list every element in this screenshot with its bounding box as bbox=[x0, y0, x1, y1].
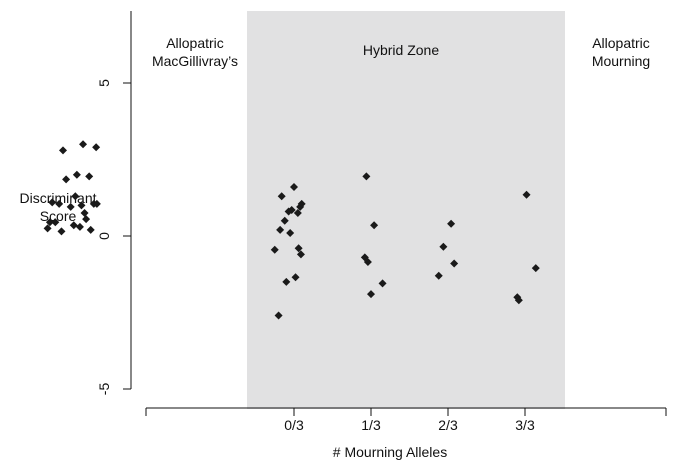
point-hybrid-1of3-4 bbox=[370, 221, 379, 230]
point-allopatric-macgillivrays-6 bbox=[59, 146, 67, 155]
point-hybrid-0of3-3 bbox=[277, 192, 286, 201]
point-hybrid-2of3-1 bbox=[439, 242, 448, 251]
point-allopatric-macgillivrays-7 bbox=[62, 175, 71, 184]
point-hybrid-0of3-10 bbox=[291, 273, 300, 282]
point-hybrid-0of3-8 bbox=[287, 205, 296, 214]
region-label-allopatric-mourning-line-1: Allopatric bbox=[592, 35, 650, 51]
point-hybrid-0of3-14 bbox=[296, 250, 305, 259]
point-hybrid-0of3-11 bbox=[293, 209, 302, 218]
region-label-allopatric-macgillivrays-line-1: Allopatric bbox=[166, 35, 224, 51]
point-hybrid-3of3-2 bbox=[522, 190, 531, 199]
point-allopatric-macgillivrays-10 bbox=[71, 192, 80, 201]
point-hybrid-0of3-1 bbox=[274, 311, 283, 320]
y-axis: -5 0 5 bbox=[96, 11, 132, 396]
point-allopatric-macgillivrays-12 bbox=[75, 222, 84, 231]
y-tick-label-0: -5 bbox=[96, 383, 112, 396]
x-tick-label-1: 1/3 bbox=[361, 417, 381, 433]
y-tick-label-2: 5 bbox=[96, 79, 112, 87]
region-labels: Allopatric MacGillivray’s Hybrid Zone Al… bbox=[152, 35, 650, 69]
point-hybrid-0of3-15 bbox=[297, 199, 306, 208]
point-allopatric-macgillivrays-18 bbox=[86, 225, 95, 234]
point-hybrid-0of3-9 bbox=[290, 183, 298, 192]
point-allopatric-macgillivrays-3 bbox=[51, 218, 60, 227]
point-allopatric-macgillivrays-20 bbox=[92, 143, 101, 152]
point-allopatric-macgillivrays-16 bbox=[82, 215, 91, 224]
point-hybrid-1of3-2 bbox=[363, 258, 372, 267]
x-axis: 0/3 1/3 2/3 3/3 bbox=[145, 407, 667, 433]
point-allopatric-macgillivrays-17 bbox=[85, 172, 94, 181]
region-label-allopatric-mourning-line-2: Mourning bbox=[592, 53, 650, 69]
point-hybrid-0of3-0 bbox=[270, 245, 279, 254]
x-axis-title: # Mourning Alleles bbox=[333, 444, 447, 460]
point-hybrid-0of3-12 bbox=[294, 244, 303, 253]
point-allopatric-macgillivrays-14 bbox=[79, 140, 88, 149]
point-allopatric-macgillivrays-5 bbox=[57, 227, 66, 236]
point-allopatric-macgillivrays-15 bbox=[80, 209, 89, 218]
x-tick-label-0: 0/3 bbox=[284, 417, 304, 433]
point-allopatric-macgillivrays-13 bbox=[77, 201, 86, 210]
point-hybrid-1of3-1 bbox=[362, 172, 371, 181]
point-allopatric-macgillivrays-9 bbox=[69, 221, 78, 230]
point-hybrid-0of3-7 bbox=[286, 228, 295, 237]
x-tick-label-2: 2/3 bbox=[438, 417, 458, 433]
region-label-hybrid-zone: Hybrid Zone bbox=[363, 42, 439, 58]
point-hybrid-2of3-3 bbox=[450, 259, 459, 268]
point-allopatric-macgillivrays-1 bbox=[45, 218, 54, 227]
point-allopatric-macgillivrays-8 bbox=[66, 202, 75, 211]
point-hybrid-0of3-4 bbox=[280, 216, 289, 225]
y-tick-label-1: 0 bbox=[96, 232, 112, 240]
point-hybrid-1of3-3 bbox=[367, 290, 375, 299]
point-allopatric-macgillivrays-4 bbox=[55, 199, 64, 208]
point-allopatric-macgillivrays-21 bbox=[92, 199, 101, 208]
region-label-allopatric-macgillivrays-line-2: MacGillivray’s bbox=[152, 53, 238, 69]
y-axis-title-line-1: Discriminant bbox=[19, 190, 96, 206]
point-hybrid-3of3-1 bbox=[514, 296, 523, 305]
point-hybrid-3of3-3 bbox=[531, 264, 540, 273]
point-hybrid-0of3-2 bbox=[276, 225, 285, 234]
data-points bbox=[43, 140, 540, 320]
point-allopatric-macgillivrays-0 bbox=[43, 224, 52, 233]
x-tick-label-3: 3/3 bbox=[515, 417, 535, 433]
point-hybrid-2of3-2 bbox=[447, 219, 456, 228]
point-allopatric-macgillivrays-2 bbox=[48, 198, 57, 207]
point-allopatric-macgillivrays-11 bbox=[72, 170, 81, 179]
point-hybrid-0of3-5 bbox=[282, 277, 291, 286]
point-hybrid-2of3-0 bbox=[434, 271, 443, 280]
point-hybrid-1of3-5 bbox=[378, 279, 387, 288]
